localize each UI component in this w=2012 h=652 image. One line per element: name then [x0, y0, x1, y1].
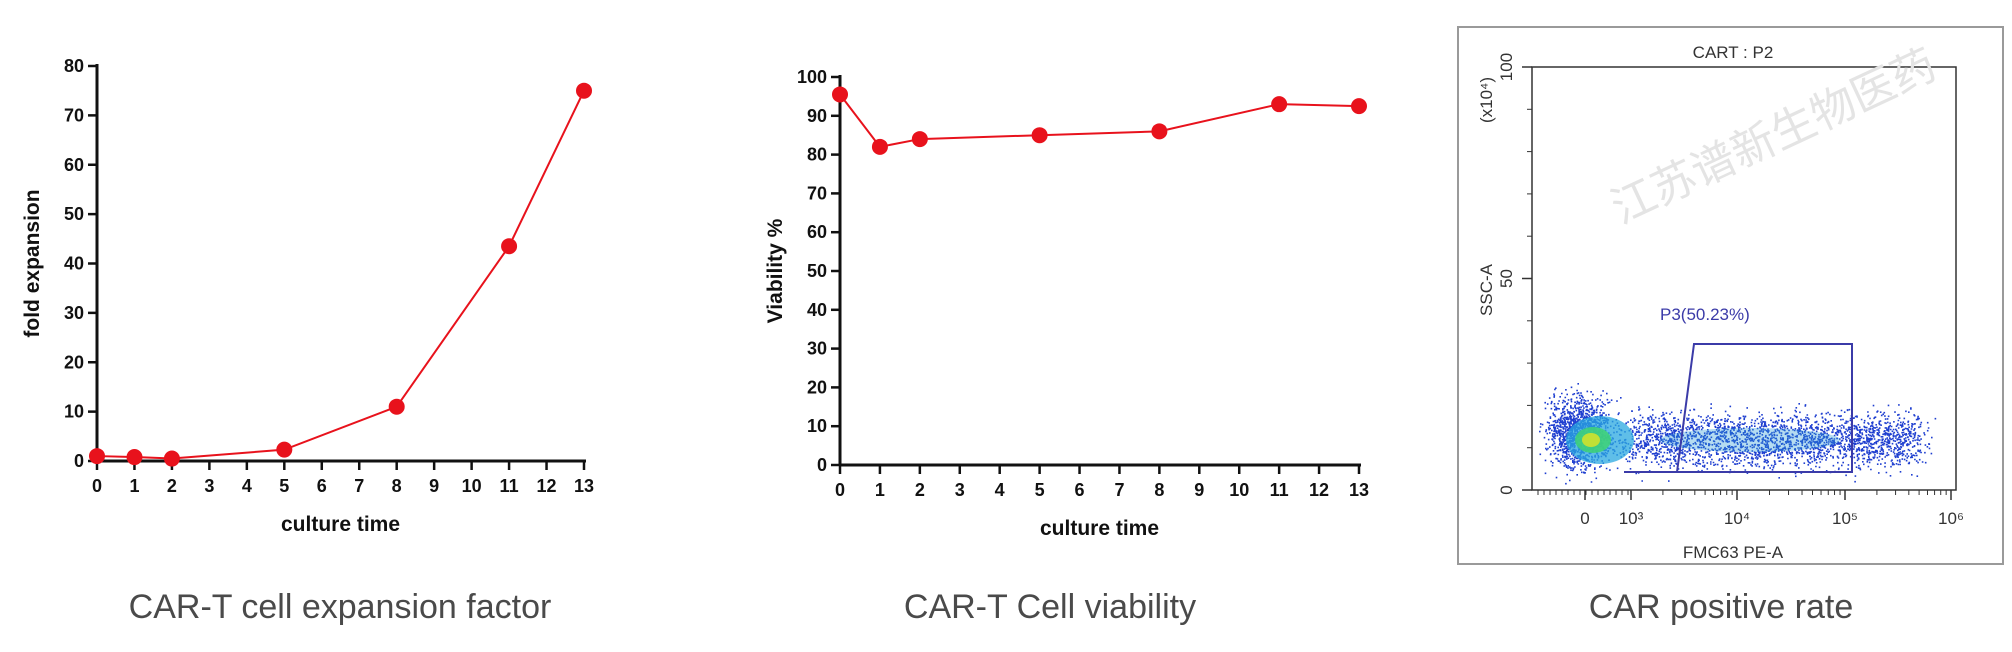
viab-x-tick-label: 10 — [1229, 480, 1249, 500]
viab-x-tick-label: 4 — [995, 480, 1005, 500]
fold-y-tick-label: 20 — [64, 352, 84, 372]
viab-y-tick-label: 70 — [807, 183, 827, 203]
viability-caption: CAR-T Cell viability — [903, 588, 1197, 626]
viab-y-tick-label: 80 — [807, 145, 827, 165]
flow-watermark: 江苏谱新生物医药 — [1604, 39, 1945, 234]
fold-y-tick-label: 0 — [74, 451, 84, 471]
flow-y-unit: (x10⁴) — [1477, 77, 1496, 123]
viab-y-tick-label: 100 — [797, 67, 827, 87]
fold-x-axis-label: culture time — [281, 513, 400, 536]
flow-x-tick-label: 10⁴ — [1724, 509, 1750, 528]
flow-event-dots — [1539, 383, 1937, 485]
fold-y-tick-label: 10 — [64, 402, 84, 422]
flow-gate-label: P3(50.23%) — [1660, 305, 1750, 324]
car-positive-caption: CAR positive rate — [1588, 588, 1854, 626]
viab-x-tick-label: 5 — [1035, 480, 1045, 500]
flow-gate-p3 — [1624, 343, 1853, 473]
fold-y-tick-label: 70 — [64, 105, 84, 125]
fold-y-tick-label: 30 — [64, 303, 84, 323]
fold-x-tick-label: 6 — [317, 476, 327, 496]
flow-y-axis-label: SSC-A — [1477, 263, 1496, 316]
fold-y-tick-label: 50 — [64, 204, 84, 224]
fold-series-line — [96, 90, 585, 460]
fold-y-tick-label: 40 — [64, 254, 84, 274]
flow-density-positive — [1660, 428, 1840, 452]
viab-x-tick-label: 9 — [1194, 480, 1204, 500]
fold-y-tick-label: 60 — [64, 155, 84, 175]
fold-x-tick-label: 3 — [204, 476, 214, 496]
viab-x-tick-label: 11 — [1270, 480, 1289, 500]
flow-x-tick-label: 10³ — [1619, 509, 1644, 528]
viab-y-tick-label: 60 — [807, 222, 827, 242]
viability-chart: 0 10 20 30 40 50 60 70 80 90 100 0 1 2 3 4 5 6 7 8 9 10 11 12 13… — [700, 0, 1400, 652]
viab-x-tick-label: 0 — [835, 480, 845, 500]
fold-x-tick-label: 2 — [167, 476, 177, 496]
fold-x-tick-label: 8 — [392, 476, 402, 496]
flow-y-tick-label: 100 — [1497, 53, 1516, 81]
viab-x-tick-label: 12 — [1309, 480, 1329, 500]
fold-y-axis-label: fold expansion — [21, 189, 44, 337]
viab-x-axis-label: culture time — [1040, 517, 1159, 540]
viab-y-tick-label: 90 — [807, 106, 827, 126]
fold-data-point — [501, 238, 518, 255]
viab-x-tick-label: 1 — [875, 480, 885, 500]
fold-data-point — [276, 441, 293, 458]
viab-y-axis-label: Viability % — [764, 218, 787, 323]
fold-x-tick-label: 11 — [500, 476, 519, 496]
viab-data-point — [1351, 98, 1367, 115]
viab-y-tick-label: 30 — [807, 339, 827, 359]
fold-data-point — [388, 398, 405, 415]
flow-x-tick-label: 0 — [1580, 509, 1589, 528]
flow-density-peak — [1582, 433, 1600, 447]
fold-y-tick-label: 80 — [64, 56, 84, 76]
viab-data-point — [1031, 127, 1048, 144]
flow-x-tick-label: 10⁶ — [1938, 509, 1964, 528]
viab-x-tick-label: 7 — [1114, 480, 1124, 500]
fold-x-tick-label: 5 — [279, 476, 289, 496]
flow-x-axis-label: FMC63 PE-A — [1683, 543, 1784, 562]
viab-y-tick-label: 50 — [807, 261, 827, 281]
viab-data-point — [832, 86, 848, 103]
fold-expansion-caption: CAR-T cell expansion factor — [128, 588, 552, 626]
viab-y-tick-label: 0 — [817, 455, 827, 475]
fold-x-tick-label: 10 — [462, 476, 482, 496]
viab-x-tick-label: 3 — [955, 480, 965, 500]
fold-data-point — [126, 449, 143, 466]
viab-y-tick-label: 20 — [807, 377, 827, 397]
car-positive-rate-chart: CART : P2 江苏谱新生物医药 0 50 100 (x10⁴) SSC-A 0 10³ 10… — [1430, 0, 2012, 652]
fold-x-tick-label: 7 — [354, 476, 364, 496]
fold-x-tick-label: 1 — [129, 476, 139, 496]
viab-data-point — [871, 138, 888, 155]
fold-expansion-chart: 0 10 20 30 40 50 60 70 80 0 1 2 3 4 5 6 7 8 9 10 11 12 13 cultu… — [0, 0, 680, 652]
fold-x-tick-label: 0 — [92, 476, 102, 496]
viab-x-tick-label: 2 — [915, 480, 925, 500]
fold-x-tick-label: 4 — [242, 476, 252, 496]
fold-x-tick-label: 13 — [574, 476, 594, 496]
viab-y-tick-label: 40 — [807, 300, 827, 320]
fold-data-point — [576, 82, 592, 99]
flow-events — [1539, 383, 1937, 485]
viab-data-point — [1271, 96, 1288, 113]
flow-y-tick-label: 0 — [1497, 485, 1516, 494]
flow-frame — [1457, 26, 2004, 565]
viab-data-point — [911, 131, 928, 148]
viab-x-tick-label: 13 — [1349, 480, 1369, 500]
fold-data-point — [163, 450, 180, 467]
viab-data-point — [1151, 123, 1168, 140]
viab-x-tick-label: 6 — [1075, 480, 1085, 500]
viab-x-tick-label: 8 — [1154, 480, 1164, 500]
fold-x-tick-label: 12 — [537, 476, 557, 496]
flow-title: CART : P2 — [1693, 43, 1774, 62]
flow-x-tick-label: 10⁵ — [1832, 509, 1858, 528]
flow-y-tick-label: 50 — [1497, 269, 1516, 288]
fold-data-point — [89, 448, 105, 465]
fold-x-tick-label: 9 — [429, 476, 439, 496]
viab-y-tick-label: 10 — [807, 416, 827, 436]
